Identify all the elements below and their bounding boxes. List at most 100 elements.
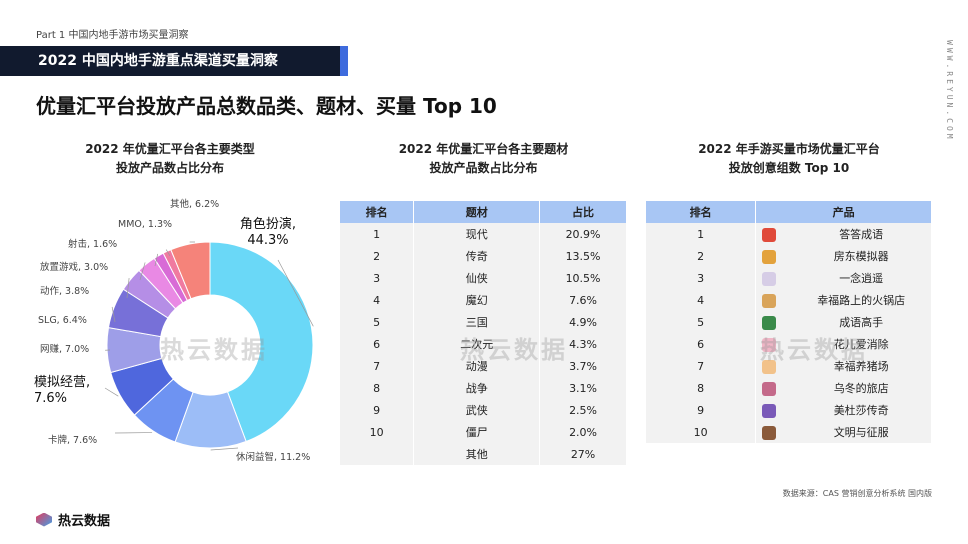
leader-line <box>111 306 116 323</box>
table-cell: 10.5% <box>539 267 627 289</box>
product-cell: 答答成语 <box>755 223 932 245</box>
game-icon <box>762 316 777 330</box>
leader-line <box>165 249 171 257</box>
rank-cell: 2 <box>646 245 757 267</box>
table-cell: 7.6% <box>539 289 627 311</box>
logo-text: 热云数据 <box>58 514 111 529</box>
table-row: 2 房东模拟器 <box>646 245 932 267</box>
table-row: 其他 27% <box>340 443 627 465</box>
table-row: 3 仙侠 10.5% <box>340 267 627 289</box>
rank-cell: 9 <box>646 399 757 421</box>
leader-line <box>126 278 130 299</box>
table-row: 5 三国 4.9% <box>340 311 627 333</box>
product-cell: 幸福路上的火锅店 <box>755 289 932 311</box>
col-header: 排名 <box>340 201 415 223</box>
leader-line <box>210 447 239 451</box>
product-cell: 幸福养猪场 <box>755 355 932 377</box>
table-cell: 7 <box>340 355 415 377</box>
game-icon <box>762 426 777 440</box>
table-cell: 3.7% <box>539 355 627 377</box>
product-cell: 美杜莎传奇 <box>755 399 932 421</box>
donut-hole <box>160 295 260 395</box>
table-cell: 9 <box>340 399 415 421</box>
part-label: Part 1 中国内地手游市场买量洞察 <box>36 30 189 41</box>
rank-cell: 3 <box>646 267 757 289</box>
table-row: 1 答答成语 <box>646 223 932 245</box>
watermark: 热云数据 <box>160 336 268 364</box>
logo-icon <box>36 512 52 527</box>
game-icon <box>762 272 777 286</box>
game-icon <box>762 250 777 264</box>
product-name: 花儿爱消除 <box>833 338 889 351</box>
section-banner: 2022 中国内地手游重点渠道买量洞察 <box>0 46 340 76</box>
product-name: 乌冬的旅店 <box>833 382 889 395</box>
product-cell: 乌冬的旅店 <box>755 377 932 399</box>
table-row: 1 现代 20.9% <box>340 223 627 245</box>
slice-label: 44.3% <box>247 233 288 248</box>
slice-label: 角色扮演, <box>240 216 296 232</box>
table-cell: 2.5% <box>539 399 627 421</box>
table-row: 5 成语高手 <box>646 311 932 333</box>
table-cell: 27% <box>539 443 627 465</box>
table-row: 7 幸福养猪场 <box>646 355 932 377</box>
slice-label: SLG, 6.4% <box>38 315 87 326</box>
product-name: 幸福路上的火锅店 <box>817 294 906 307</box>
table-cell: 武侠 <box>413 399 541 421</box>
product-cell: 成语高手 <box>755 311 932 333</box>
table-cell: 5 <box>340 311 415 333</box>
game-icon <box>762 294 777 308</box>
product-cell: 文明与征服 <box>755 421 932 443</box>
slice-label: 网赚, 7.0% <box>40 343 89 355</box>
table-row: 8 战争 3.1% <box>340 377 627 399</box>
donut-svg: 角色扮演,44.3% 休闲益智, 11.2% 卡牌, 7.6% 模拟经营,7.6% 网赚… <box>34 198 314 463</box>
col-header: 占比 <box>539 201 627 223</box>
rank-cell: 7 <box>646 355 757 377</box>
top10-title: 2022 年手游买量市场优量汇平台 投放创意组数 Top 10 <box>698 142 880 175</box>
top10-table: 排名 产品 1 答答成语 2 房东模拟器 3 一念逍遥 4 幸福路上的火锅店 5 成语高手 6 花儿爱… <box>646 201 932 443</box>
rank-cell: 1 <box>646 223 757 245</box>
side-url: WWW.REYUN.COM <box>945 40 954 142</box>
rank-cell: 5 <box>646 311 757 333</box>
watermark: 热云数据 <box>460 336 568 364</box>
col-header: 排名 <box>646 201 757 223</box>
table-cell: 三国 <box>413 311 541 333</box>
slice-label: MMO, 1.3% <box>118 219 172 230</box>
product-name: 成语高手 <box>839 316 884 329</box>
table-cell <box>340 443 415 465</box>
table-cell: 3 <box>340 267 415 289</box>
table-row: 2 传奇 13.5% <box>340 245 627 267</box>
table-row: 9 武侠 2.5% <box>340 399 627 421</box>
table-cell: 僵尸 <box>413 421 541 443</box>
game-icon <box>762 360 777 374</box>
data-source: 数据来源：CAS 营销创意分析系统 国内版 <box>782 489 932 498</box>
table-cell: 2.0% <box>539 421 627 443</box>
theme-title: 2022 年优量汇平台各主要题材 投放产品数占比分布 <box>398 142 569 175</box>
table-cell: 1 <box>340 223 415 245</box>
table-cell: 6 <box>340 333 415 355</box>
product-cell: 一念逍遥 <box>755 267 932 289</box>
slice-label: 7.6% <box>34 391 67 406</box>
table-cell: 2 <box>340 245 415 267</box>
table-cell: 魔幻 <box>413 289 541 311</box>
table-cell: 4 <box>340 289 415 311</box>
donut-title: 2022 年优量汇平台各主要类型 投放产品数占比分布 <box>85 142 255 175</box>
table-cell: 战争 <box>413 377 541 399</box>
table-cell: 8 <box>340 377 415 399</box>
rank-cell: 8 <box>646 377 757 399</box>
table-cell: 仙侠 <box>413 267 541 289</box>
product-name: 美杜莎传奇 <box>833 404 889 417</box>
rank-cell: 6 <box>646 333 757 355</box>
table-cell: 20.9% <box>539 223 627 245</box>
table-row: 9 美杜莎传奇 <box>646 399 932 421</box>
theme-table: 排名 题材 占比 1 现代 20.9% 2 传奇 13.5% 3 仙侠 10.5% 4 魔幻 7.6%… <box>340 201 627 465</box>
game-icon <box>762 228 777 242</box>
slice-label: 休闲益智, 11.2% <box>236 451 310 463</box>
leader-line <box>154 253 159 267</box>
table-row: 6 二次元 4.3% <box>340 333 627 355</box>
leader-line <box>104 387 119 397</box>
logo: 热云数据 <box>36 510 110 529</box>
slice-label: 卡牌, 7.6% <box>48 434 97 446</box>
rank-cell: 10 <box>646 421 757 443</box>
slice-label: 射击, 1.6% <box>68 238 117 250</box>
table-cell: 其他 <box>413 443 541 465</box>
